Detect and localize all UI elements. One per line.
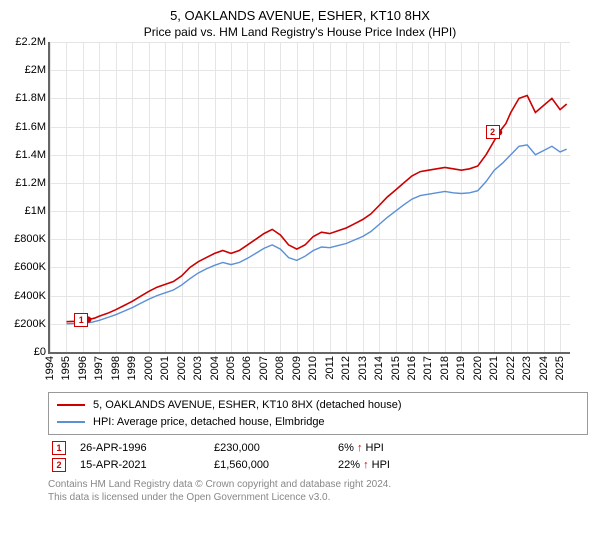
x-tick-label: 2012	[340, 356, 352, 380]
marker-id-box: 1	[52, 441, 66, 455]
x-tick-label: 2020	[472, 356, 484, 380]
x-tick-label: 2006	[241, 356, 253, 380]
x-tick-label: 2005	[225, 356, 237, 380]
y-tick-label: £0	[2, 346, 46, 358]
y-tick-label: £2.2M	[2, 36, 46, 48]
legend-swatch	[57, 421, 85, 423]
y-tick-label: £400K	[2, 290, 46, 302]
y-tick-label: £1.6M	[2, 121, 46, 133]
x-tick-label: 1995	[60, 356, 72, 380]
marker-box-2: 2	[486, 125, 500, 139]
y-tick-label: £600K	[2, 261, 46, 273]
x-tick-label: 2008	[274, 356, 286, 380]
x-tick-label: 2003	[192, 356, 204, 380]
x-tick-label: 2014	[373, 356, 385, 380]
marker-box-1: 1	[74, 313, 88, 327]
copyright-line-1: Contains HM Land Registry data © Crown c…	[48, 478, 588, 491]
x-tick-label: 2019	[455, 356, 467, 380]
marker-row-1: 1 26-APR-1996 £230,000 6% ↑ HPI	[52, 441, 588, 455]
y-tick-label: £1M	[2, 205, 46, 217]
x-tick-label: 2018	[439, 356, 451, 380]
chart-title: 5, OAKLANDS AVENUE, ESHER, KT10 8HX	[0, 0, 600, 25]
x-tick-label: 2015	[390, 356, 402, 380]
marker-pct: 22% ↑ HPI	[338, 459, 458, 471]
legend-row: HPI: Average price, detached house, Elmb…	[57, 414, 579, 431]
y-tick-label: £2M	[2, 64, 46, 76]
copyright-line-2: This data is licensed under the Open Gov…	[48, 491, 588, 504]
x-tick-label: 2007	[258, 356, 270, 380]
x-tick-label: 2010	[307, 356, 319, 380]
marker-price: £1,560,000	[214, 459, 324, 471]
y-tick-label: £200K	[2, 318, 46, 330]
y-tick-label: £800K	[2, 233, 46, 245]
arrow-up-icon: ↑	[357, 442, 363, 454]
x-tick-label: 1994	[44, 356, 56, 380]
chart-subtitle: Price paid vs. HM Land Registry's House …	[0, 25, 600, 39]
legend-area: 5, OAKLANDS AVENUE, ESHER, KT10 8HX (det…	[48, 392, 588, 504]
y-tick-label: £1.2M	[2, 177, 46, 189]
x-tick-label: 2013	[357, 356, 369, 380]
x-tick-label: 2022	[505, 356, 517, 380]
marker-pct: 6% ↑ HPI	[338, 442, 458, 454]
marker-date: 15-APR-2021	[80, 459, 200, 471]
x-tick-label: 2002	[176, 356, 188, 380]
arrow-up-icon: ↑	[363, 459, 369, 471]
marker-date: 26-APR-1996	[80, 442, 200, 454]
marker-price: £230,000	[214, 442, 324, 454]
x-tick-label: 2009	[291, 356, 303, 380]
x-tick-label: 2001	[159, 356, 171, 380]
chart-lines	[50, 42, 570, 352]
marker-id-box: 2	[52, 458, 66, 472]
x-tick-label: 2011	[324, 356, 336, 380]
x-tick-label: 2016	[406, 356, 418, 380]
x-tick-label: 2023	[521, 356, 533, 380]
chart: £0 £200K £400K £600K £800K £1M £1.2M £1.4M £1.6M…	[0, 42, 600, 397]
legend-row: 5, OAKLANDS AVENUE, ESHER, KT10 8HX (det…	[57, 397, 579, 414]
x-tick-label: 2004	[209, 356, 221, 380]
marker-row-2: 2 15-APR-2021 £1,560,000 22% ↑ HPI	[52, 458, 588, 472]
x-tick-label: 1996	[77, 356, 89, 380]
y-tick-label: £1.8M	[2, 92, 46, 104]
legend-label: 5, OAKLANDS AVENUE, ESHER, KT10 8HX (det…	[93, 397, 402, 414]
x-tick-label: 1999	[126, 356, 138, 380]
x-tick-label: 2000	[143, 356, 155, 380]
legend-box: 5, OAKLANDS AVENUE, ESHER, KT10 8HX (det…	[48, 392, 588, 435]
legend-label: HPI: Average price, detached house, Elmb…	[93, 414, 325, 431]
x-tick-label: 2017	[422, 356, 434, 380]
legend-swatch	[57, 404, 85, 406]
x-tick-label: 2024	[538, 356, 550, 380]
x-tick-label: 1997	[93, 356, 105, 380]
x-tick-label: 2025	[554, 356, 566, 380]
x-tick-label: 2021	[488, 356, 500, 380]
y-tick-label: £1.4M	[2, 149, 46, 161]
x-tick-label: 1998	[110, 356, 122, 380]
